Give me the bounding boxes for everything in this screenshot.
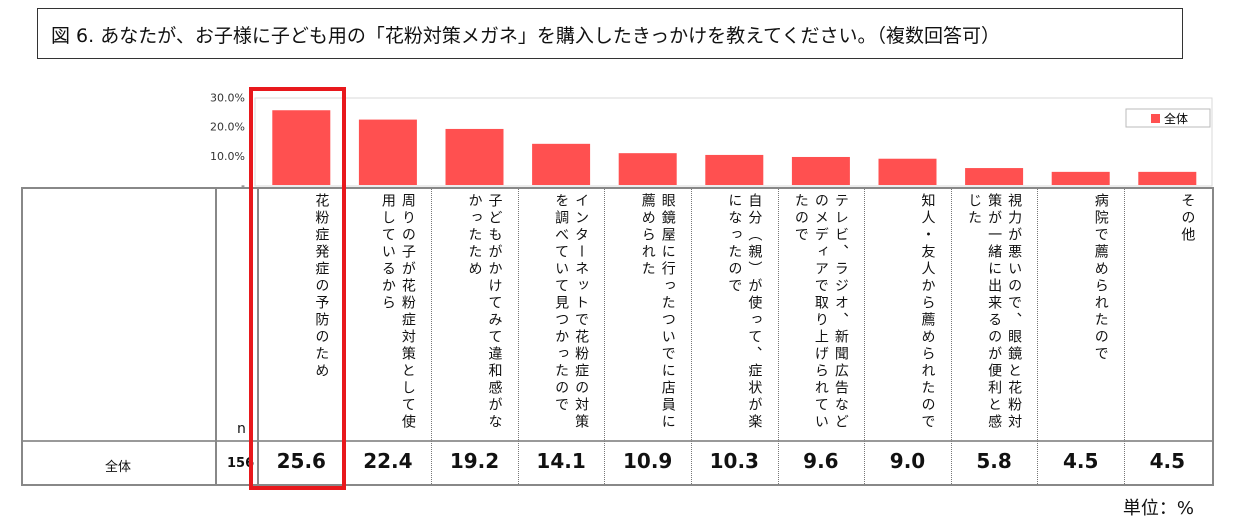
table-header-divider xyxy=(23,440,1212,442)
table-divider xyxy=(1124,189,1125,484)
legend-label: 全体 xyxy=(1164,111,1188,126)
table-divider xyxy=(604,189,606,484)
table-divider xyxy=(431,189,433,484)
y-tick-label: 30.0% xyxy=(210,91,245,104)
highlight-box xyxy=(249,87,346,490)
bar xyxy=(272,110,331,185)
table-divider xyxy=(215,189,217,484)
bar xyxy=(358,119,417,185)
table-divider xyxy=(1037,189,1039,484)
bar xyxy=(1051,171,1110,185)
data-label: 10.9 xyxy=(623,449,673,473)
data-label: 4.5 xyxy=(1062,449,1099,473)
unit-note: 単位：% xyxy=(1122,498,1194,519)
legend-box xyxy=(1125,108,1211,128)
bar xyxy=(791,156,850,185)
legend: 全体 xyxy=(1125,108,1211,128)
data-label: 9.0 xyxy=(889,449,926,473)
chart-title: 図 6. あなたが、お子様に子ども用の「花粉対策メガネ」を購入したきっかけを教え… xyxy=(51,25,1001,47)
plot-area xyxy=(254,97,1213,187)
data-label: 14.1 xyxy=(536,449,586,473)
category-label: 視力が悪いので、眼鏡と花粉対策が一緒に出来るのが便利と感じた xyxy=(966,193,1023,431)
category-label: 病院で薦められたので xyxy=(1092,193,1109,363)
table-divider xyxy=(517,189,519,484)
table-divider xyxy=(950,189,952,484)
n-value: 156 xyxy=(227,456,255,471)
y-tick-label: 20.0% xyxy=(210,121,245,134)
data-label: 19.2 xyxy=(449,449,500,473)
bar-series xyxy=(272,110,1197,185)
category-label: 子どもがかけてみて違和感がなかったため xyxy=(466,193,503,431)
category-label: 花粉症発症の予防のため xyxy=(313,193,330,380)
data-label: 4.5 xyxy=(1149,449,1186,473)
table-divider xyxy=(691,189,692,484)
category-label: その他 xyxy=(1179,193,1196,244)
table-divider xyxy=(864,189,866,484)
category-label: インターネットで花粉症の対策を調べていて見つかったので xyxy=(553,193,590,431)
table-divider xyxy=(257,189,259,484)
category-label: 知人・友人から薦められたので xyxy=(919,193,936,431)
data-label: 10.3 xyxy=(709,449,759,473)
bar xyxy=(445,128,504,185)
bar xyxy=(1138,171,1197,185)
data-label: 25.6 xyxy=(276,449,326,473)
row-label: 全体 xyxy=(105,460,132,475)
data-table: 花粉症発症の予防のため 25.6 周りの子が花粉症対策として使用しているから 22.4… xyxy=(21,187,1214,486)
category-label: テレビ、ラジオ、新聞広告などのメディアで取り上げられていたので xyxy=(792,193,849,431)
y-tick-label: 10.0% xyxy=(210,150,245,163)
bar-chart: 30.0% 20.0% 10.0% - 全体 xyxy=(210,91,1213,190)
n-header: n xyxy=(237,421,246,437)
category-label: 周りの子が花粉症対策として使用しているから xyxy=(379,193,416,431)
table-divider xyxy=(777,189,779,484)
y-tick-label: - xyxy=(241,179,245,190)
data-label: 5.8 xyxy=(976,449,1012,473)
category-label: 自分（親）が使って、症状が楽になったので xyxy=(726,193,763,431)
data-label: 9.6 xyxy=(803,449,839,473)
bar xyxy=(965,168,1024,185)
bar xyxy=(618,153,677,185)
bar xyxy=(878,158,937,185)
bar xyxy=(705,154,764,185)
data-label: 22.4 xyxy=(363,449,413,473)
title-box: 図 6. あなたが、お子様に子ども用の「花粉対策メガネ」を購入したきっかけを教え… xyxy=(37,8,1183,59)
y-axis: 30.0% 20.0% 10.0% - xyxy=(210,91,245,190)
legend-swatch xyxy=(1151,114,1160,123)
bar xyxy=(532,143,591,185)
category-label: 眼鏡屋に行ったついでに店員に薦められた xyxy=(639,193,676,431)
